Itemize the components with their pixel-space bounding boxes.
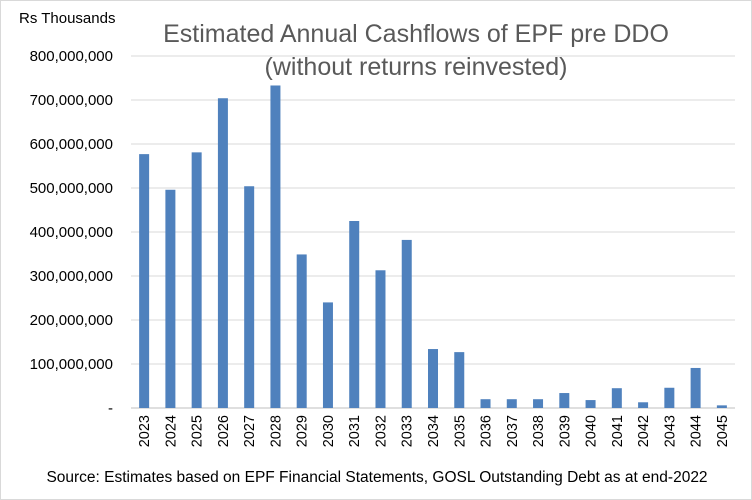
x-tick-label: 2025: [190, 415, 206, 447]
y-tick-label: -: [108, 400, 113, 417]
chart-subtitle: (without returns reinvested): [264, 53, 568, 81]
x-tick-label: 2024: [163, 415, 179, 447]
chart-title: Estimated Annual Cashflows of EPF pre DD…: [141, 18, 691, 84]
bar: [296, 254, 307, 408]
x-tick-label: 2033: [400, 415, 416, 447]
x-tick-label: 2039: [557, 415, 573, 447]
bar: [139, 154, 150, 408]
y-tick-label: 100,000,000: [30, 356, 113, 373]
x-tick-label: 2032: [373, 415, 389, 447]
bar: [217, 98, 228, 409]
x-tick-label: 2023: [137, 415, 153, 447]
x-tick-label: 2028: [268, 415, 284, 447]
x-tick-label: 2040: [584, 415, 600, 447]
bar: [191, 152, 202, 408]
x-tick-label: 2042: [636, 415, 652, 447]
bar: [690, 367, 701, 408]
y-tick-label: 200,000,000: [30, 312, 113, 329]
x-tick-label: 2035: [452, 415, 468, 447]
x-tick-label: 2043: [662, 415, 678, 447]
bar: [638, 402, 649, 408]
bar: [270, 85, 281, 408]
x-tick-label: 2034: [426, 415, 442, 447]
bar: [244, 186, 255, 408]
bar: [716, 405, 727, 408]
bar: [559, 393, 570, 408]
x-tick-label: 2041: [610, 415, 626, 447]
bar: [585, 400, 596, 408]
y-tick-label: 300,000,000: [30, 268, 113, 285]
bar: [375, 270, 386, 408]
source-note: Source: Estimates based on EPF Financial…: [46, 469, 708, 486]
x-tick-label: 2030: [321, 415, 337, 447]
bar: [454, 352, 465, 408]
y-tick-label: 500,000,000: [30, 180, 113, 197]
bar: [664, 387, 675, 408]
x-tick-label: 2029: [295, 415, 311, 447]
x-tick-label: 2036: [479, 415, 495, 447]
bar: [401, 239, 412, 408]
y-tick-label: 400,000,000: [30, 224, 113, 241]
y-tick-label: 600,000,000: [30, 136, 113, 153]
x-tick-label: 2027: [242, 415, 258, 447]
bar: [611, 388, 622, 408]
bar: [322, 302, 333, 408]
x-tick-label: 2038: [531, 415, 547, 447]
chart-title-line: Estimated Annual Cashflows of EPF pre DD…: [163, 20, 669, 48]
x-tick-label: 2026: [216, 415, 232, 447]
bar: [533, 399, 544, 408]
bar: [428, 349, 438, 408]
x-tick-label: 2031: [347, 415, 363, 447]
x-tick-label: 2044: [689, 415, 705, 447]
y-unit-label: Rs Thousands: [19, 10, 116, 27]
y-tick-label: 700,000,000: [30, 92, 113, 109]
bar: [480, 399, 491, 408]
y-tick-label: 800,000,000: [30, 48, 113, 65]
bar: [349, 221, 360, 408]
x-tick-label: 2037: [505, 415, 521, 447]
bar: [165, 189, 176, 408]
bar: [506, 399, 517, 408]
x-tick-label: 2045: [715, 415, 731, 447]
